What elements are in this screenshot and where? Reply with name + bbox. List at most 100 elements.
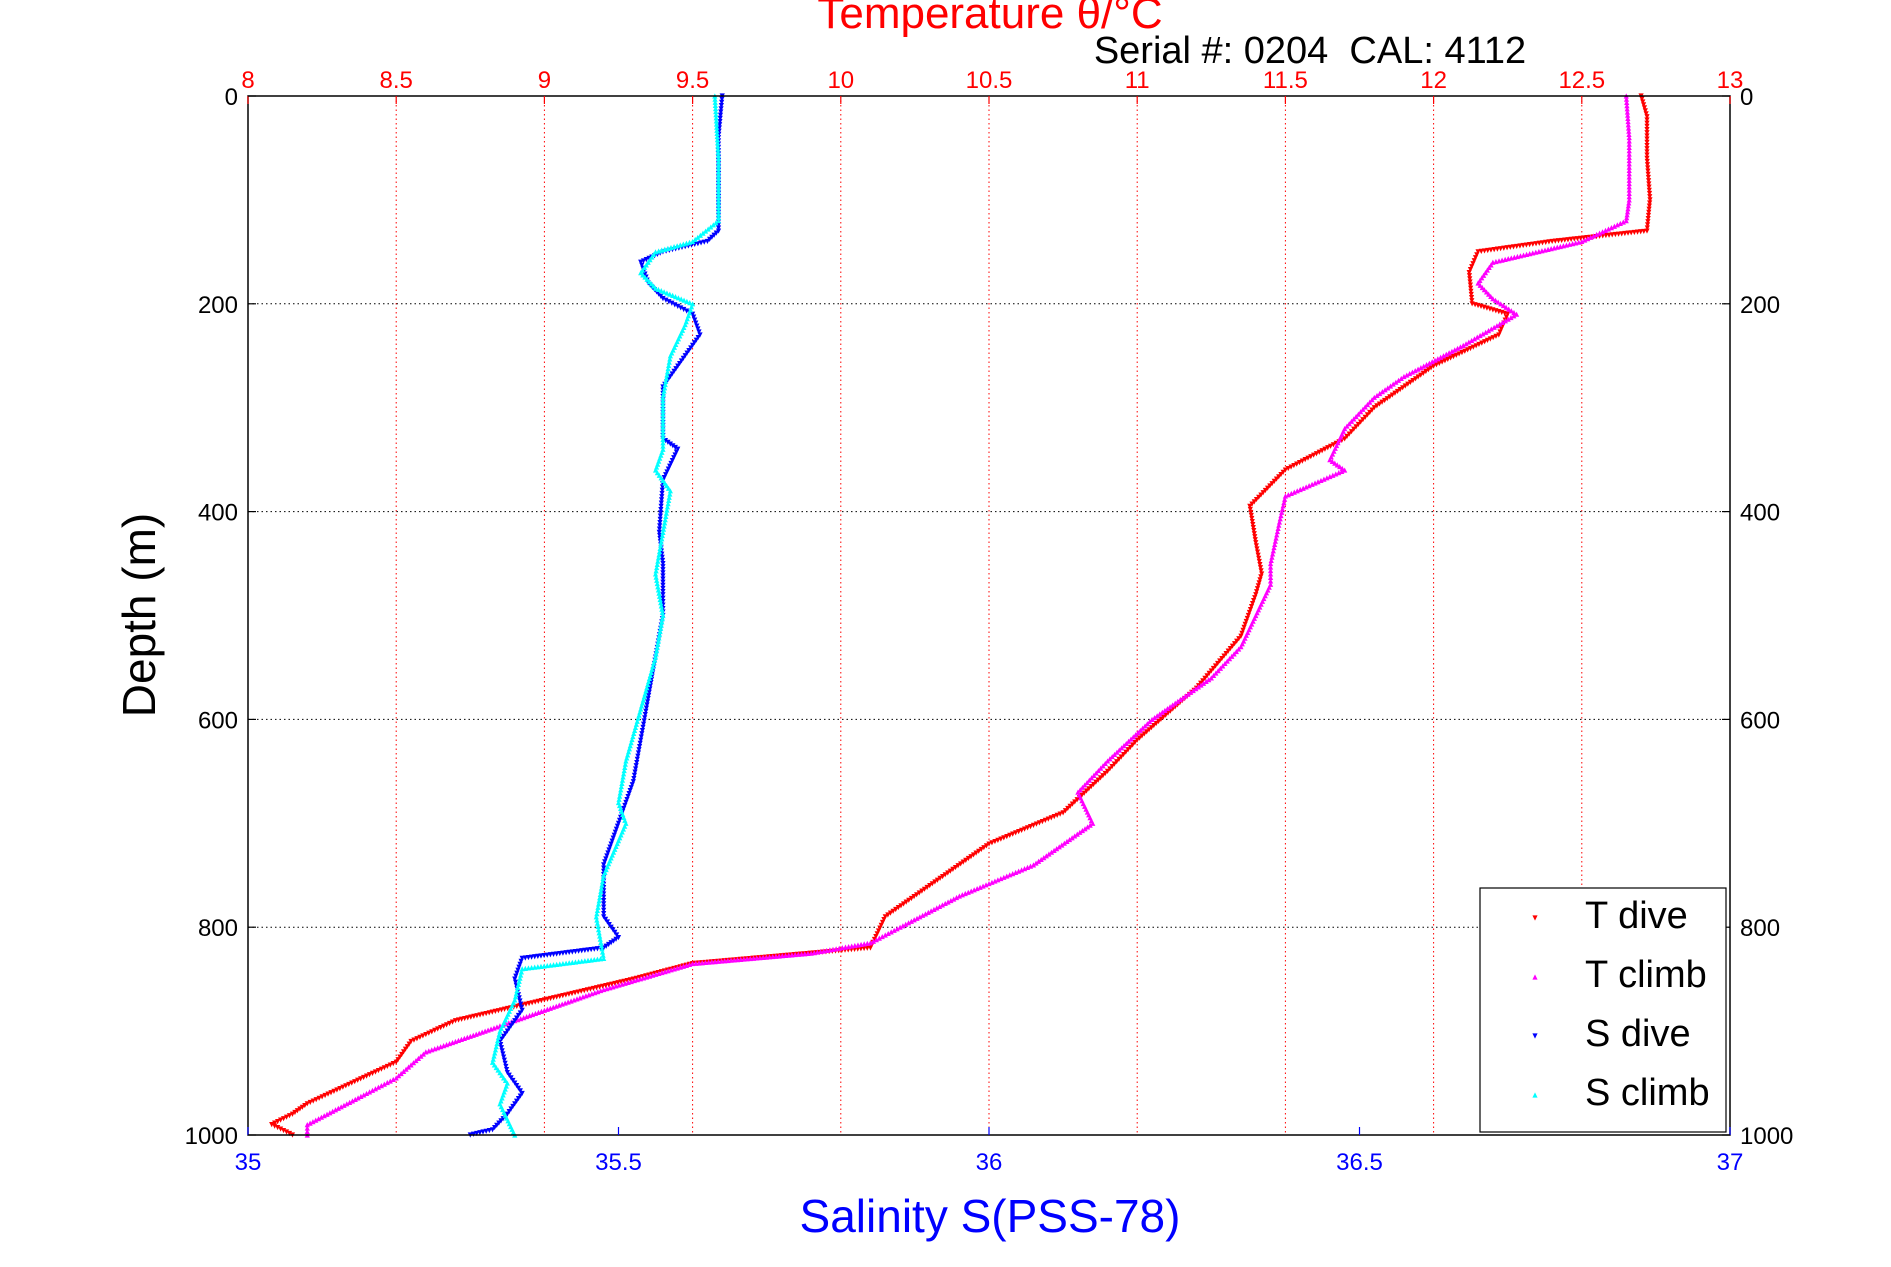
data-point [1532,1092,1538,1098]
data-point [1355,411,1361,417]
data-point [1215,668,1221,674]
data-point [1384,396,1390,402]
data-point [410,1060,417,1066]
data-point [420,1033,426,1039]
data-point [1203,678,1209,685]
data-point [1007,872,1013,878]
data-point [1302,457,1308,463]
data-point [670,292,676,299]
data-point [325,1091,331,1097]
data-point [660,430,666,436]
data-point [1439,359,1445,365]
data-point [658,603,664,609]
data-point [592,990,598,996]
data-point [951,896,957,902]
data-point [278,1117,284,1123]
data-point [1177,696,1183,703]
data-point [821,948,827,954]
x-top-tick-label: 8 [241,67,254,94]
data-point [1469,298,1475,304]
data-point [942,872,948,878]
data-point [903,899,909,905]
data-point [443,1022,450,1028]
data-point [660,414,666,420]
data-point [734,957,741,963]
data-point [628,740,634,746]
data-point [1327,457,1333,463]
data-point [594,920,601,926]
data-point [839,945,845,951]
data-point [519,966,525,972]
data-point [712,105,719,112]
data-point [1148,725,1155,731]
data-point [1256,555,1262,561]
data-point [322,1092,328,1099]
data-point [640,724,646,730]
data-point [1511,309,1517,316]
data-point [663,513,669,519]
data-point [644,702,650,708]
data-point [600,952,606,958]
data-point [1644,158,1650,165]
data-point [722,958,728,964]
y-tick-label-left: 0 [225,84,238,111]
data-point [657,513,664,519]
data-point [1330,472,1336,478]
data-point [657,628,663,635]
data-point [1276,522,1282,528]
y-tick-label-left: 1000 [185,1123,238,1150]
x-bottom-tick-label: 35.5 [595,1149,642,1176]
x-top-tick-label: 10 [827,67,854,94]
data-point [595,904,601,910]
data-point [1297,486,1303,493]
data-point [888,929,894,935]
data-point [836,945,842,951]
data-point [1490,296,1496,302]
data-point [1274,528,1281,535]
data-point [1402,383,1408,389]
data-point [672,452,678,458]
data-point [1645,168,1651,174]
data-point [1626,154,1632,160]
data-point [1318,477,1324,484]
data-point [659,616,665,622]
data-point [423,1031,429,1038]
data-point [873,934,879,940]
data-point [313,1117,319,1123]
data-point [716,125,722,131]
data-point [547,962,553,968]
data-point [656,632,663,638]
data-point [750,955,757,961]
data-point [566,960,572,966]
data-point [1623,218,1629,224]
data-point [1462,348,1468,354]
data-point [658,288,664,294]
data-point [1642,108,1648,114]
data-point [602,859,608,865]
data-point [1407,379,1414,386]
data-point [882,914,888,920]
data-point [1617,220,1623,227]
data-point [1371,394,1377,400]
y-tick-label-left: 800 [198,915,238,942]
data-point [658,622,664,628]
data-point [626,791,632,797]
data-point [1418,372,1424,378]
data-point [1270,548,1276,554]
data-point [318,1114,324,1120]
data-point [1644,120,1650,126]
data-point [814,949,820,955]
data-point [708,224,714,230]
data-point [1291,489,1297,495]
data-point [661,474,667,481]
data-point [1353,413,1359,420]
data-point [763,954,769,960]
data-point [1100,763,1106,769]
data-point [658,625,664,631]
data-point [1064,838,1070,844]
data-point [795,951,801,957]
data-point [1479,340,1485,346]
data-point [473,1031,479,1037]
data-point [1644,155,1650,161]
data-point [601,986,607,993]
